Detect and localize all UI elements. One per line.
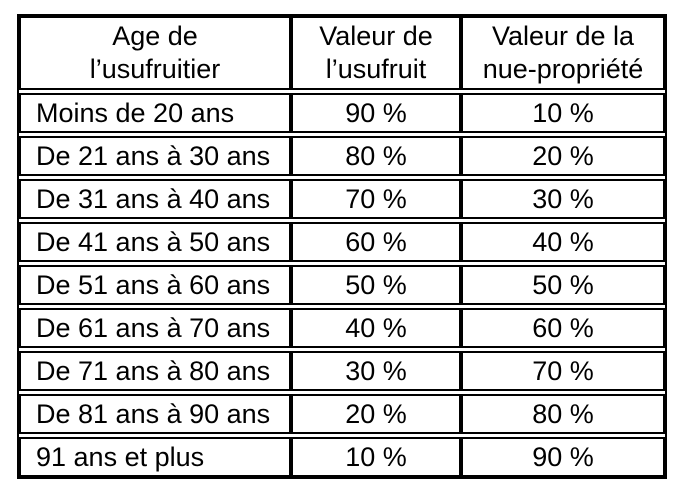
- table-row: De 71 ans à 80 ans 30 % 70 %: [19, 351, 665, 391]
- age-cell: De 21 ans à 30 ans: [36, 140, 271, 171]
- usufruit-cell: 20 %: [289, 396, 459, 432]
- column-header-usufruit: Valeur de l’usufruit: [289, 18, 459, 88]
- usufruit-cell: 10 %: [289, 439, 459, 475]
- usufruit-cell: 50 %: [289, 267, 459, 303]
- table-row: 91 ans et plus 10 % 90 %: [19, 437, 665, 477]
- column-header-usufruit-line2: l’usufruit: [325, 54, 427, 84]
- column-header-usufruit-line1: Valeur de: [319, 21, 433, 51]
- nue-propriete-cell: 70 %: [459, 353, 663, 389]
- table-row: De 21 ans à 30 ans 80 % 20 %: [19, 136, 665, 176]
- table-row: De 81 ans à 90 ans 20 % 80 %: [19, 394, 665, 434]
- usufruit-cell: 30 %: [289, 353, 459, 389]
- age-cell: Moins de 20 ans: [36, 97, 235, 128]
- usufruit-valuation-table: Age de l’usufruitier Valeur de l’usufrui…: [17, 14, 667, 479]
- nue-propriete-cell: 80 %: [459, 396, 663, 432]
- table-row: De 31 ans à 40 ans 70 % 30 %: [19, 179, 665, 219]
- nue-propriete-cell: 60 %: [459, 310, 663, 346]
- nue-propriete-cell: 90 %: [459, 439, 663, 475]
- column-header-nue-propriete: Valeur de la nue-propriété: [459, 18, 663, 88]
- column-header-nue-propriete-line1: Valeur de la: [491, 21, 635, 51]
- column-header-age-line2: l’usufruitier: [89, 54, 221, 84]
- nue-propriete-cell: 40 %: [459, 224, 663, 260]
- table-row: De 41 ans à 50 ans 60 % 40 %: [19, 222, 665, 262]
- usufruit-cell: 80 %: [289, 138, 459, 174]
- column-header-nue-propriete-line2: nue-propriété: [482, 54, 644, 84]
- age-cell: De 81 ans à 90 ans: [36, 398, 271, 429]
- age-cell: De 31 ans à 40 ans: [36, 183, 271, 214]
- column-header-age-line1: Age de: [112, 21, 198, 51]
- table-row: De 61 ans à 70 ans 40 % 60 %: [19, 308, 665, 348]
- usufruit-cell: 70 %: [289, 181, 459, 217]
- nue-propriete-cell: 10 %: [459, 95, 663, 131]
- usufruit-cell: 60 %: [289, 224, 459, 260]
- table-row: Moins de 20 ans 90 % 10 %: [19, 93, 665, 133]
- age-cell: De 61 ans à 70 ans: [36, 312, 271, 343]
- usufruit-cell: 90 %: [289, 95, 459, 131]
- age-cell: De 51 ans à 60 ans: [36, 269, 271, 300]
- age-cell: De 41 ans à 50 ans: [36, 226, 271, 257]
- table-row: De 51 ans à 60 ans 50 % 50 %: [19, 265, 665, 305]
- nue-propriete-cell: 50 %: [459, 267, 663, 303]
- nue-propriete-cell: 30 %: [459, 181, 663, 217]
- age-cell: 91 ans et plus: [36, 441, 205, 472]
- usufruit-cell: 40 %: [289, 310, 459, 346]
- nue-propriete-cell: 20 %: [459, 138, 663, 174]
- age-cell: De 71 ans à 80 ans: [36, 355, 271, 386]
- column-header-age: Age de l’usufruitier: [21, 18, 289, 88]
- table-header-row: Age de l’usufruitier Valeur de l’usufrui…: [19, 16, 665, 90]
